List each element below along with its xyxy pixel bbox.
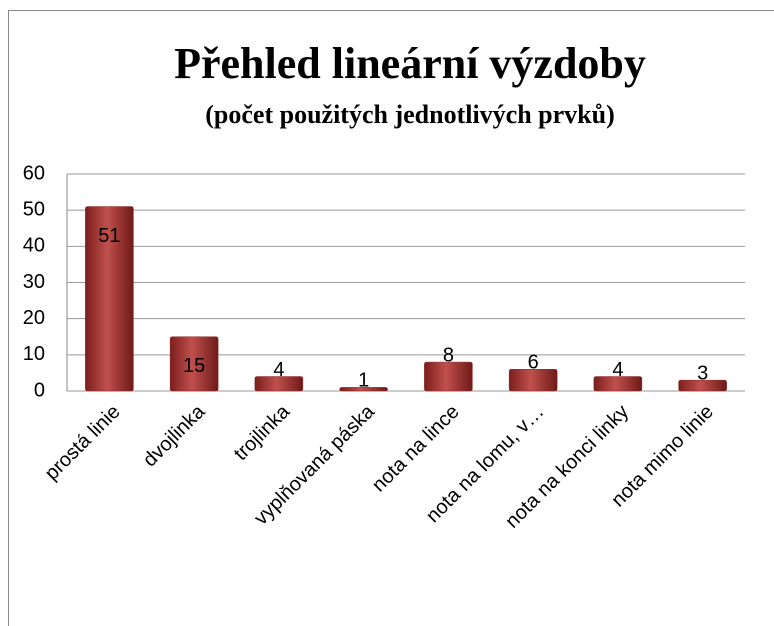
bar (254, 376, 304, 392)
bar (593, 376, 643, 392)
data-label: 51 (98, 225, 120, 247)
chart-subtitle: (počet použitých jednotlivých prvků) (205, 100, 615, 129)
data-label: 4 (273, 359, 284, 381)
bar (169, 336, 219, 392)
y-tick-label: 40 (23, 235, 45, 257)
data-label: 1 (358, 370, 369, 392)
y-tick-label: 30 (23, 271, 45, 293)
y-tick-label: 60 (23, 162, 45, 184)
bar (508, 369, 558, 392)
bar (339, 387, 388, 392)
y-tick-label: 0 (34, 379, 45, 401)
data-label: 8 (443, 344, 454, 366)
bar (424, 361, 473, 392)
data-label: 6 (528, 352, 539, 374)
y-tick-label: 20 (23, 307, 45, 329)
data-label: 3 (697, 362, 708, 384)
chart-title: Přehled lineární výzdoby (174, 39, 646, 88)
bar (85, 206, 134, 392)
bar (678, 379, 727, 392)
y-tick-label: 10 (23, 343, 45, 365)
data-label: 4 (612, 359, 623, 381)
y-tick-label: 50 (23, 198, 45, 220)
data-label: 15 (183, 355, 205, 377)
